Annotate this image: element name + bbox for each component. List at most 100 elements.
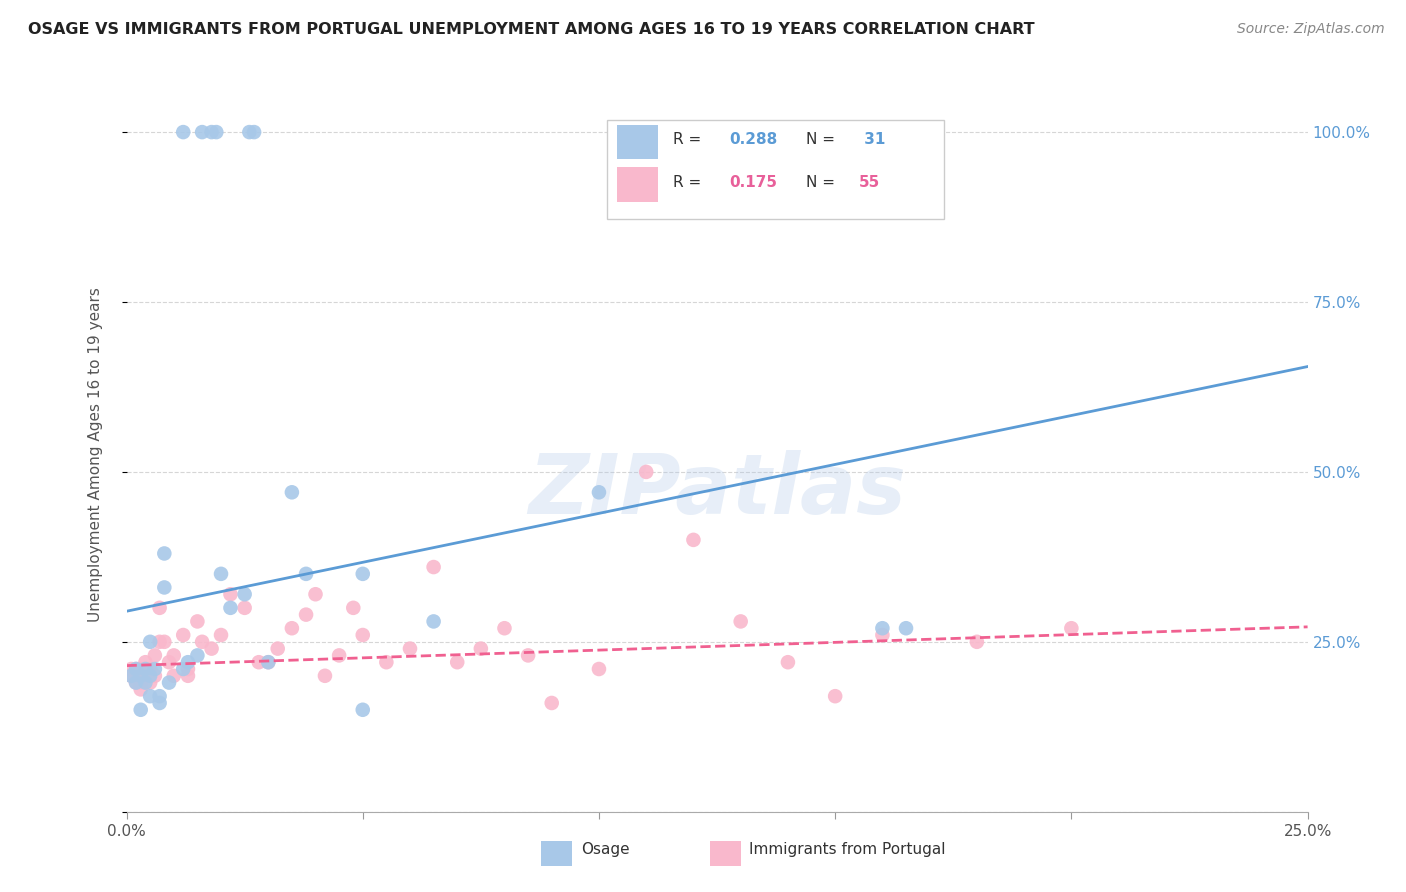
Point: [129, 682, 152, 697]
Point: [233, 587, 256, 601]
Point: [149, 600, 172, 615]
Point: [191, 635, 214, 649]
Point: [494, 621, 516, 635]
Point: [177, 669, 200, 683]
Text: ZIPatlas: ZIPatlas: [529, 450, 905, 531]
Point: [446, 655, 468, 669]
Point: [776, 655, 799, 669]
Point: [219, 600, 242, 615]
Point: [219, 587, 242, 601]
Point: [966, 635, 988, 649]
Point: [172, 628, 194, 642]
Point: [352, 566, 374, 581]
Point: [149, 696, 172, 710]
Point: [120, 669, 142, 683]
Point: [1060, 621, 1083, 635]
Point: [352, 628, 374, 642]
Point: [304, 587, 326, 601]
Text: N =: N =: [806, 175, 839, 190]
Point: [129, 675, 152, 690]
Point: [295, 566, 318, 581]
Text: 55: 55: [859, 175, 880, 190]
Text: 31: 31: [859, 132, 886, 147]
Point: [177, 662, 200, 676]
Point: [153, 581, 176, 595]
Point: [342, 600, 364, 615]
Point: [205, 125, 228, 139]
FancyBboxPatch shape: [607, 120, 943, 219]
Point: [129, 703, 152, 717]
Point: [918, 125, 941, 139]
FancyBboxPatch shape: [617, 125, 658, 159]
Point: [281, 485, 304, 500]
Point: [399, 641, 422, 656]
Text: 0.288: 0.288: [728, 132, 778, 147]
Text: R =: R =: [673, 175, 706, 190]
Point: [422, 560, 444, 574]
Point: [517, 648, 540, 663]
Text: Immigrants from Portugal: Immigrants from Portugal: [749, 842, 946, 857]
Text: R =: R =: [673, 132, 706, 147]
Point: [281, 621, 304, 635]
Point: [209, 628, 232, 642]
Point: [125, 675, 148, 690]
Point: [149, 635, 172, 649]
Text: 0.175: 0.175: [728, 175, 778, 190]
Point: [247, 655, 270, 669]
Point: [200, 125, 222, 139]
Point: [233, 600, 256, 615]
Point: [129, 669, 152, 683]
Point: [139, 662, 162, 676]
Point: [328, 648, 350, 663]
Point: [186, 648, 208, 663]
Point: [157, 675, 180, 690]
Point: [191, 125, 214, 139]
Point: [209, 566, 232, 581]
Point: [636, 465, 658, 479]
Point: [186, 615, 208, 629]
Point: [588, 662, 610, 676]
Point: [134, 662, 156, 676]
Point: [157, 655, 180, 669]
Point: [163, 648, 186, 663]
Point: [314, 669, 336, 683]
Point: [200, 641, 222, 656]
Point: [470, 641, 492, 656]
Point: [375, 655, 398, 669]
Point: [172, 125, 194, 139]
Point: [153, 546, 176, 560]
Point: [730, 615, 752, 629]
Text: Osage: Osage: [581, 842, 630, 857]
Point: [139, 669, 162, 683]
Point: [295, 607, 318, 622]
Text: N =: N =: [806, 132, 839, 147]
Point: [134, 669, 156, 683]
Point: [872, 621, 894, 635]
Point: [238, 125, 260, 139]
Y-axis label: Unemployment Among Ages 16 to 19 years: Unemployment Among Ages 16 to 19 years: [89, 287, 103, 623]
Point: [149, 689, 172, 703]
Point: [120, 669, 142, 683]
Point: [139, 689, 162, 703]
Point: [139, 635, 162, 649]
Point: [177, 655, 200, 669]
Point: [257, 655, 280, 669]
Text: Source: ZipAtlas.com: Source: ZipAtlas.com: [1237, 22, 1385, 37]
Point: [243, 125, 266, 139]
Point: [682, 533, 704, 547]
Point: [125, 662, 148, 676]
Point: [257, 655, 280, 669]
Point: [125, 662, 148, 676]
Text: OSAGE VS IMMIGRANTS FROM PORTUGAL UNEMPLOYMENT AMONG AGES 16 TO 19 YEARS CORRELA: OSAGE VS IMMIGRANTS FROM PORTUGAL UNEMPL…: [28, 22, 1035, 37]
Point: [129, 662, 152, 676]
Point: [872, 628, 894, 642]
Point: [824, 689, 846, 703]
Point: [139, 675, 162, 690]
Point: [143, 662, 166, 676]
Point: [143, 648, 166, 663]
Point: [134, 675, 156, 690]
Point: [134, 655, 156, 669]
FancyBboxPatch shape: [617, 168, 658, 202]
Point: [267, 641, 290, 656]
Point: [894, 621, 917, 635]
